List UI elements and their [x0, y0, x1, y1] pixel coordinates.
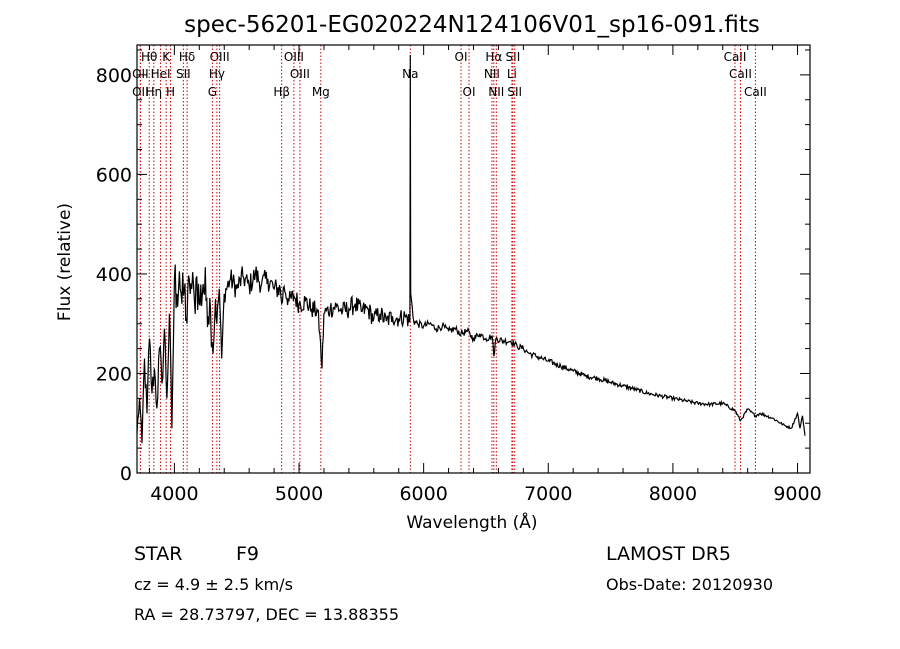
y-tick-label: 0 — [120, 463, 132, 485]
spectrum-line — [136, 54, 806, 444]
line-label: OI — [455, 50, 468, 64]
x-tick-label: 4000 — [150, 483, 198, 505]
line-label: Hη — [146, 85, 163, 99]
line-label: Hγ — [209, 67, 225, 81]
line-label: NII — [488, 85, 504, 99]
line-label: Hδ — [179, 50, 195, 64]
y-tick-label: 600 — [96, 164, 132, 186]
line-label: SII — [507, 85, 522, 99]
survey-name: LAMOST DR5 — [606, 543, 731, 565]
line-label: OIII — [284, 50, 304, 64]
x-tick-label: 6000 — [399, 483, 447, 505]
plot-frame — [136, 44, 811, 474]
line-label: G — [208, 85, 217, 99]
line-label: K — [162, 50, 171, 64]
y-tick-label: 800 — [96, 65, 132, 87]
line-label: NII — [484, 67, 500, 81]
line-label: OIII — [210, 50, 230, 64]
line-label: CaII — [744, 85, 767, 99]
y-tick-label: 400 — [96, 264, 132, 286]
x-tick-label: 8000 — [649, 483, 697, 505]
line-label: SII — [176, 67, 191, 81]
x-axis-label: Wavelength (Å) — [406, 511, 537, 533]
line-label: OIII — [290, 67, 310, 81]
line-label: HeI — [151, 67, 171, 81]
chart-title: spec-56201-EG020224N124106V01_sp16-091.f… — [184, 12, 760, 38]
line-label: Li — [507, 67, 517, 81]
y-axis-label: Flux (relative) — [55, 203, 75, 321]
line-label: H — [166, 85, 175, 99]
line-label: Hα — [485, 50, 502, 64]
x-tick-label: 9000 — [773, 483, 821, 505]
object-class: STAR — [134, 543, 182, 565]
line-label: Mg — [312, 85, 330, 99]
spectral-subclass: F9 — [236, 543, 259, 565]
line-label: SII — [506, 50, 521, 64]
x-tick-label: 7000 — [524, 483, 572, 505]
x-tick-label: 5000 — [275, 483, 323, 505]
redshift-text: cz = 4.9 ± 2.5 km/s — [134, 575, 293, 594]
y-tick-label: 200 — [96, 363, 132, 385]
line-label: OII — [132, 85, 149, 99]
obs-date: Obs-Date: 20120930 — [606, 575, 773, 594]
line-label: Hθ — [141, 50, 157, 64]
coordinates: RA = 28.73797, DEC = 13.88355 — [134, 605, 399, 624]
line-label: OI — [463, 85, 476, 99]
line-label: Hβ — [273, 85, 290, 99]
line-label: CaII — [724, 50, 747, 64]
line-label: CaII — [729, 67, 752, 81]
